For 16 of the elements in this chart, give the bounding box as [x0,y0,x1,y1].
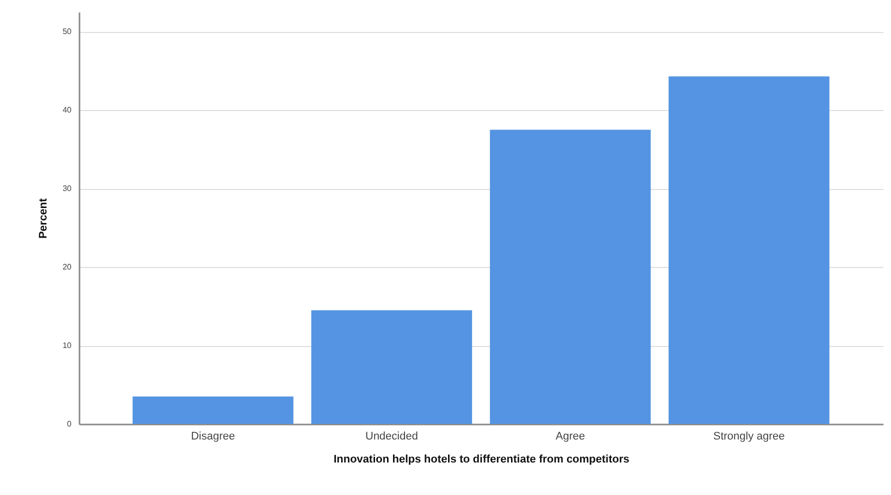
bar [490,130,651,424]
y-tick-label: 40 [62,106,72,115]
x-tick-label: Undecided [365,430,418,442]
x-tick-label: Agree [556,430,586,442]
bar [132,396,294,424]
y-axis-title: Percent [38,198,50,239]
y-tick-label: 0 [67,420,72,428]
y-tick-label: 30 [62,184,72,194]
bar [311,310,472,424]
x-axis-title: Innovation helps hotels to differentiate from competitors [334,454,630,466]
y-tick-label: 20 [62,262,72,272]
x-tick-label: Strongly agree [713,430,785,442]
bar [668,76,830,424]
x-tick-label: Disagree [190,430,236,442]
y-tick-label: 10 [62,341,72,350]
y-tick-label: 50 [62,27,72,36]
